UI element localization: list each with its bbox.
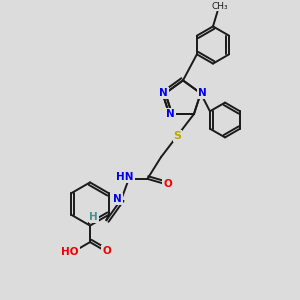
Text: H: H	[89, 212, 98, 222]
Text: N: N	[198, 88, 207, 98]
Text: O: O	[102, 245, 111, 256]
Text: N: N	[113, 194, 122, 204]
Text: N: N	[166, 109, 175, 119]
Text: N: N	[159, 88, 168, 98]
Text: CH₃: CH₃	[212, 2, 228, 10]
Text: HO: HO	[61, 247, 79, 257]
Text: S: S	[173, 130, 181, 141]
Text: HN: HN	[116, 172, 134, 182]
Text: O: O	[163, 179, 172, 189]
